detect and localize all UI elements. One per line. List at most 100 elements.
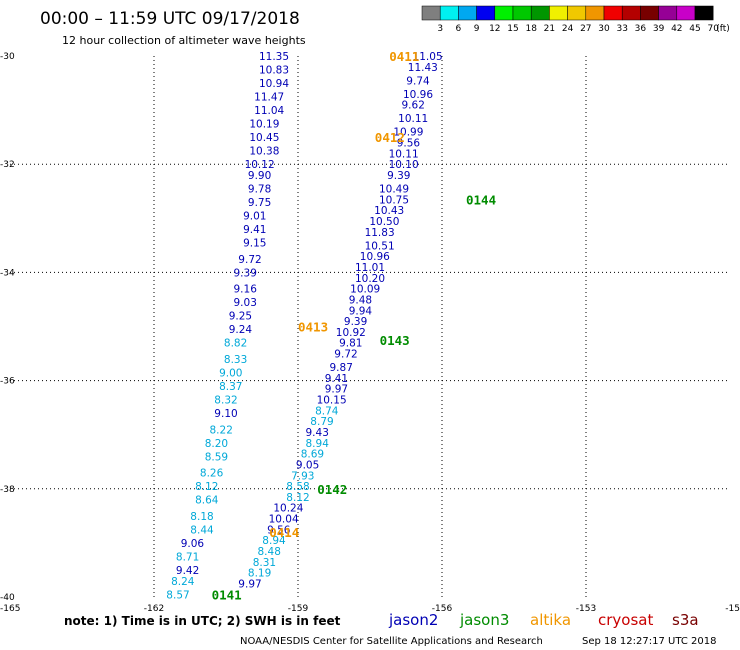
- wave-height-value: 10.45: [249, 132, 279, 144]
- wave-height-value: 8.64: [195, 495, 219, 507]
- scale-label: 30: [598, 24, 610, 34]
- scale-swatch: [476, 5, 496, 21]
- pass-label: 0412: [375, 130, 405, 145]
- pass-labels: 0411 0412 0144 0413 0143 0142 0414 0141: [212, 49, 497, 602]
- wave-height-value: 9.94: [349, 305, 373, 317]
- wave-height-value: 9.78: [248, 184, 271, 196]
- wave-height-value: 9.97: [325, 384, 348, 396]
- wave-height-value: 8.20: [205, 438, 228, 450]
- wave-height-value: 9.39: [344, 316, 367, 328]
- wave-height-value: 8.18: [190, 511, 213, 523]
- footer-credit: NOAA/NESDIS Center for Satellite Applica…: [240, 636, 543, 647]
- wave-height-value: 11.47: [254, 92, 284, 104]
- wave-height-value: 10.83: [259, 65, 289, 77]
- wave-height-value: 10.38: [249, 146, 279, 158]
- y-tick-label: -32: [0, 160, 15, 170]
- scale-swatch: [585, 5, 605, 21]
- scale-label: 39: [653, 24, 665, 34]
- scale-swatch: [549, 5, 568, 21]
- wave-height-value: 10.04: [269, 514, 299, 526]
- wave-height-value: 9.72: [334, 349, 357, 361]
- scale-swatch: [676, 5, 696, 21]
- scale-label: 9: [474, 24, 480, 34]
- x-tick-label: -156: [432, 604, 453, 614]
- x-tick-label: -159: [288, 604, 309, 614]
- wave-height-value: 8.74: [315, 405, 339, 417]
- y-tick-label: -30: [0, 52, 15, 62]
- scale-label: 15: [507, 24, 518, 34]
- wave-height-value: 9.43: [306, 427, 329, 439]
- wave-height-value: 9.42: [176, 565, 199, 577]
- wave-height-value: 11.04: [254, 105, 284, 117]
- wave-height-value: 8.94: [306, 438, 330, 450]
- chart-subtitle: 12 hour collection of altimeter wave hei…: [62, 34, 306, 47]
- wave-height-value: 8.12: [286, 492, 309, 504]
- footer-note: note: 1) Time is in UTC; 2) SWH is in fe…: [64, 614, 341, 628]
- x-tick-label: -165: [0, 604, 20, 614]
- pass-label: 0142: [317, 482, 347, 497]
- scale-swatch: [603, 5, 623, 21]
- wave-height-value: 8.32: [214, 395, 237, 407]
- wave-height-value: 8.79: [310, 416, 333, 428]
- wave-height-value: 8.37: [219, 381, 242, 393]
- wave-height-value: 9.05: [296, 459, 319, 471]
- scale-label: 3: [437, 24, 443, 34]
- x-tick-label: -162: [144, 604, 164, 614]
- pass-label: 0144: [466, 192, 496, 207]
- wave-height-value: 9.01: [243, 211, 266, 223]
- wave-height-value: 8.59: [205, 451, 228, 463]
- wave-height-value: 7.93: [291, 470, 314, 482]
- wave-height-value: 11.01: [355, 262, 385, 274]
- wave-height-value: 10.49: [379, 184, 409, 196]
- wave-height-value: 10.09: [350, 284, 380, 296]
- y-tick-label: -34: [0, 268, 15, 278]
- scale-label: 70: [707, 24, 719, 34]
- chart-title: 00:00 – 11:59 UTC 09/17/2018: [40, 9, 300, 29]
- x-tick-label: -15: [725, 604, 740, 614]
- wave-height-value: 9.03: [234, 297, 257, 309]
- wave-height-value: 9.56: [267, 524, 291, 536]
- scale-swatch: [512, 5, 532, 21]
- legend-cryosat: cryosat: [598, 611, 653, 629]
- x-tick-labels: -165 -162 -159 -156 -153 -15: [0, 604, 740, 614]
- scale-swatch: [494, 5, 514, 21]
- x-tick-label: -153: [576, 604, 596, 614]
- y-tick-labels: -30 -32 -34 -36 -38 -40: [0, 52, 15, 603]
- wave-height-value: 10.94: [259, 78, 289, 90]
- wave-height-value: 9.41: [325, 373, 348, 385]
- scale-swatch: [530, 5, 550, 21]
- wave-height-value: 10.15: [317, 395, 347, 407]
- y-tick-label: -36: [0, 377, 15, 387]
- wave-height-value: 10.10: [389, 159, 419, 171]
- wave-height-value: 11.83: [365, 227, 395, 239]
- wave-height-value: 9.10: [214, 408, 237, 420]
- wave-height-value: 9.24: [229, 324, 253, 336]
- scale-label: 21: [544, 24, 555, 34]
- y-tick-label: -40: [0, 593, 15, 603]
- wave-height-value: 8.31: [253, 557, 276, 569]
- scale-label: 36: [635, 24, 647, 34]
- wave-height-value: 10.50: [369, 216, 399, 228]
- wave-height-value: 10.43: [374, 205, 404, 217]
- wave-height-value: 9.41: [243, 224, 266, 236]
- wave-height-value: 9.81: [339, 338, 362, 350]
- wave-height-value: 11.05: [413, 51, 443, 63]
- pass-label: 0413: [298, 320, 328, 335]
- scale-label: 33: [616, 24, 627, 34]
- scale-swatch: [640, 5, 659, 21]
- pass-label: 0414: [269, 525, 299, 540]
- wave-height-value: 9.75: [248, 197, 271, 209]
- scale-swatch: [658, 5, 678, 21]
- scale-label: 6: [456, 24, 462, 34]
- wave-height-value: 10.24: [273, 503, 303, 515]
- scale-swatch: [439, 5, 459, 21]
- scale-label: 42: [671, 24, 682, 34]
- wave-height-value: 9.74: [406, 75, 430, 87]
- legend-altika: altika: [530, 611, 571, 629]
- scale-label: 12: [489, 24, 500, 34]
- scale-unit-label: (ft): [716, 24, 730, 34]
- scale-swatch: [694, 5, 714, 21]
- wave-height-value: 9.87: [330, 362, 353, 374]
- wave-height-value: 9.97: [238, 578, 261, 590]
